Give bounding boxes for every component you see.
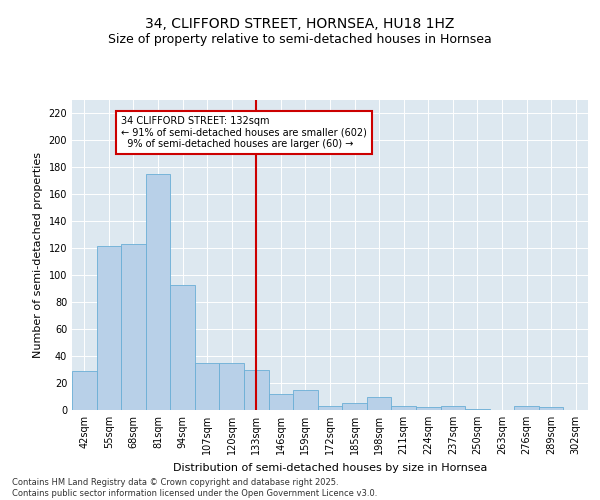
Text: 34, CLIFFORD STREET, HORNSEA, HU18 1HZ: 34, CLIFFORD STREET, HORNSEA, HU18 1HZ: [145, 18, 455, 32]
Bar: [391, 406, 416, 410]
Bar: [170, 284, 195, 410]
Bar: [514, 406, 539, 410]
Bar: [146, 174, 170, 410]
Text: Size of property relative to semi-detached houses in Hornsea: Size of property relative to semi-detach…: [108, 32, 492, 46]
Bar: [220, 363, 244, 410]
Text: 34 CLIFFORD STREET: 132sqm
← 91% of semi-detached houses are smaller (602)
  9% : 34 CLIFFORD STREET: 132sqm ← 91% of semi…: [121, 116, 367, 150]
Bar: [195, 363, 220, 410]
Bar: [72, 371, 97, 410]
Bar: [440, 406, 465, 410]
Bar: [269, 394, 293, 410]
Bar: [416, 408, 440, 410]
Bar: [367, 396, 391, 410]
Bar: [465, 408, 490, 410]
Bar: [293, 390, 318, 410]
X-axis label: Distribution of semi-detached houses by size in Hornsea: Distribution of semi-detached houses by …: [173, 462, 487, 472]
Bar: [244, 370, 269, 410]
Bar: [342, 404, 367, 410]
Text: Contains HM Land Registry data © Crown copyright and database right 2025.
Contai: Contains HM Land Registry data © Crown c…: [12, 478, 377, 498]
Bar: [539, 408, 563, 410]
Bar: [97, 246, 121, 410]
Bar: [318, 406, 342, 410]
Bar: [121, 244, 146, 410]
Y-axis label: Number of semi-detached properties: Number of semi-detached properties: [33, 152, 43, 358]
